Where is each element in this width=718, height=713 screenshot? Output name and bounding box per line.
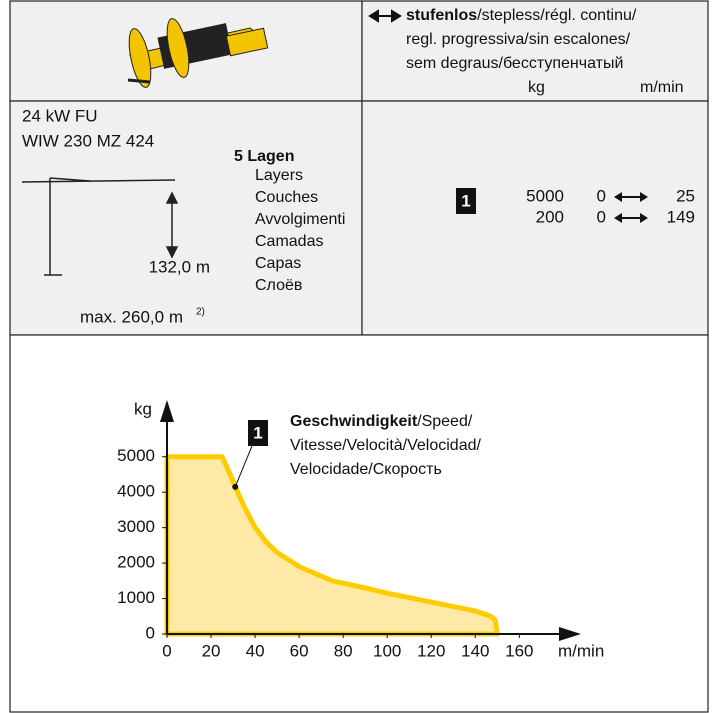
annotation-text: Vitesse/Velocità/Velocidad/: [290, 437, 482, 454]
cell: [361, 0, 709, 102]
hook-height: 132,0 m: [149, 257, 210, 276]
speed-mode-bold: stufenlos: [406, 7, 477, 24]
drive-power: 24 kW FU: [22, 106, 98, 125]
annotation-text: /Speed/: [417, 413, 473, 430]
speed-mode: stufenlos/stepless/régl. continu/: [406, 7, 637, 24]
double-arrow: [368, 9, 402, 23]
cell: [361, 100, 709, 336]
arrow-head: [640, 192, 648, 202]
x-tick-label: 20: [202, 641, 221, 660]
x-tick-label: 160: [505, 641, 533, 660]
layer-name: Camadas: [255, 233, 323, 250]
layer-name: Слоёв: [255, 277, 302, 294]
max-height: max. 260,0 m: [80, 307, 183, 326]
layers-list: Layers Couches Avvolgimenti Camadas Capas Сло…: [255, 167, 345, 294]
unit-speed: m/min: [640, 79, 684, 96]
layer-name: Couches: [255, 189, 318, 206]
y-tick-label: 3000: [117, 517, 155, 536]
unit-load: kg: [528, 79, 545, 96]
arrow-head: [614, 213, 622, 223]
x-tick-label: 140: [461, 641, 489, 660]
load: 200: [536, 207, 564, 226]
winch-image: [127, 18, 269, 88]
y-axis-label: kg: [134, 399, 152, 418]
cell: [9, 100, 363, 336]
annotation-point: [232, 483, 239, 490]
arrow-head: [640, 213, 648, 223]
load: 5000: [526, 186, 564, 205]
y-tick-label: 1000: [117, 588, 155, 607]
leader-line: [234, 445, 253, 488]
annotation: Geschwindigkeit/Speed/: [290, 413, 473, 430]
speed-max: 25: [676, 186, 695, 205]
x-tick-label: 80: [334, 641, 353, 660]
axis-arrow: [160, 400, 174, 422]
footnote: 2): [196, 307, 205, 318]
x-axis-label: m/min: [558, 641, 604, 660]
x-tick-label: 40: [246, 641, 265, 660]
y-tick-label: 2000: [117, 553, 155, 572]
y-tick-label: 5000: [117, 446, 155, 465]
speed-mode-text: /stepless/régl. continu/: [477, 7, 637, 24]
x-tick-label: 0: [162, 641, 171, 660]
drive-model: WIW 230 MZ 424: [22, 131, 154, 150]
marker-box: [248, 420, 268, 446]
speed-mode-text: regl. progressiva/sin escalones/: [406, 31, 631, 48]
layer-name: Layers: [255, 167, 303, 184]
layer-name: Capas: [255, 255, 301, 272]
speed-min: 0: [597, 186, 606, 205]
speed-max: 149: [667, 207, 695, 226]
y-tick-label: 4000: [117, 482, 155, 501]
marker: 1: [461, 191, 470, 210]
layer-name: Avvolgimenti: [255, 211, 345, 228]
marker: 1: [253, 423, 262, 442]
layers-count: 5 Lagen: [234, 148, 294, 165]
speed-mode-text: sem degraus/бесступенчатый: [406, 55, 623, 72]
marker-box: [456, 188, 476, 214]
chart: 0 20 40 60 80 100 120 140 160 0 1000 2000 3000 4000 50…: [117, 399, 604, 660]
x-tick-label: 60: [290, 641, 309, 660]
x-tick-label: 120: [417, 641, 445, 660]
speed-min: 0: [597, 207, 606, 226]
performance-rows: 5000 0 25 200 0 149: [526, 186, 695, 226]
y-tick-label: 0: [146, 623, 155, 642]
arrow-head: [614, 192, 622, 202]
cell: [9, 334, 709, 713]
annotation-bold: Geschwindigkeit: [290, 413, 418, 430]
annotation-text: Velocidade/Скорость: [290, 461, 442, 478]
crane-icon: [21, 177, 179, 276]
axis-arrow: [559, 627, 581, 641]
x-tick-label: 100: [373, 641, 401, 660]
